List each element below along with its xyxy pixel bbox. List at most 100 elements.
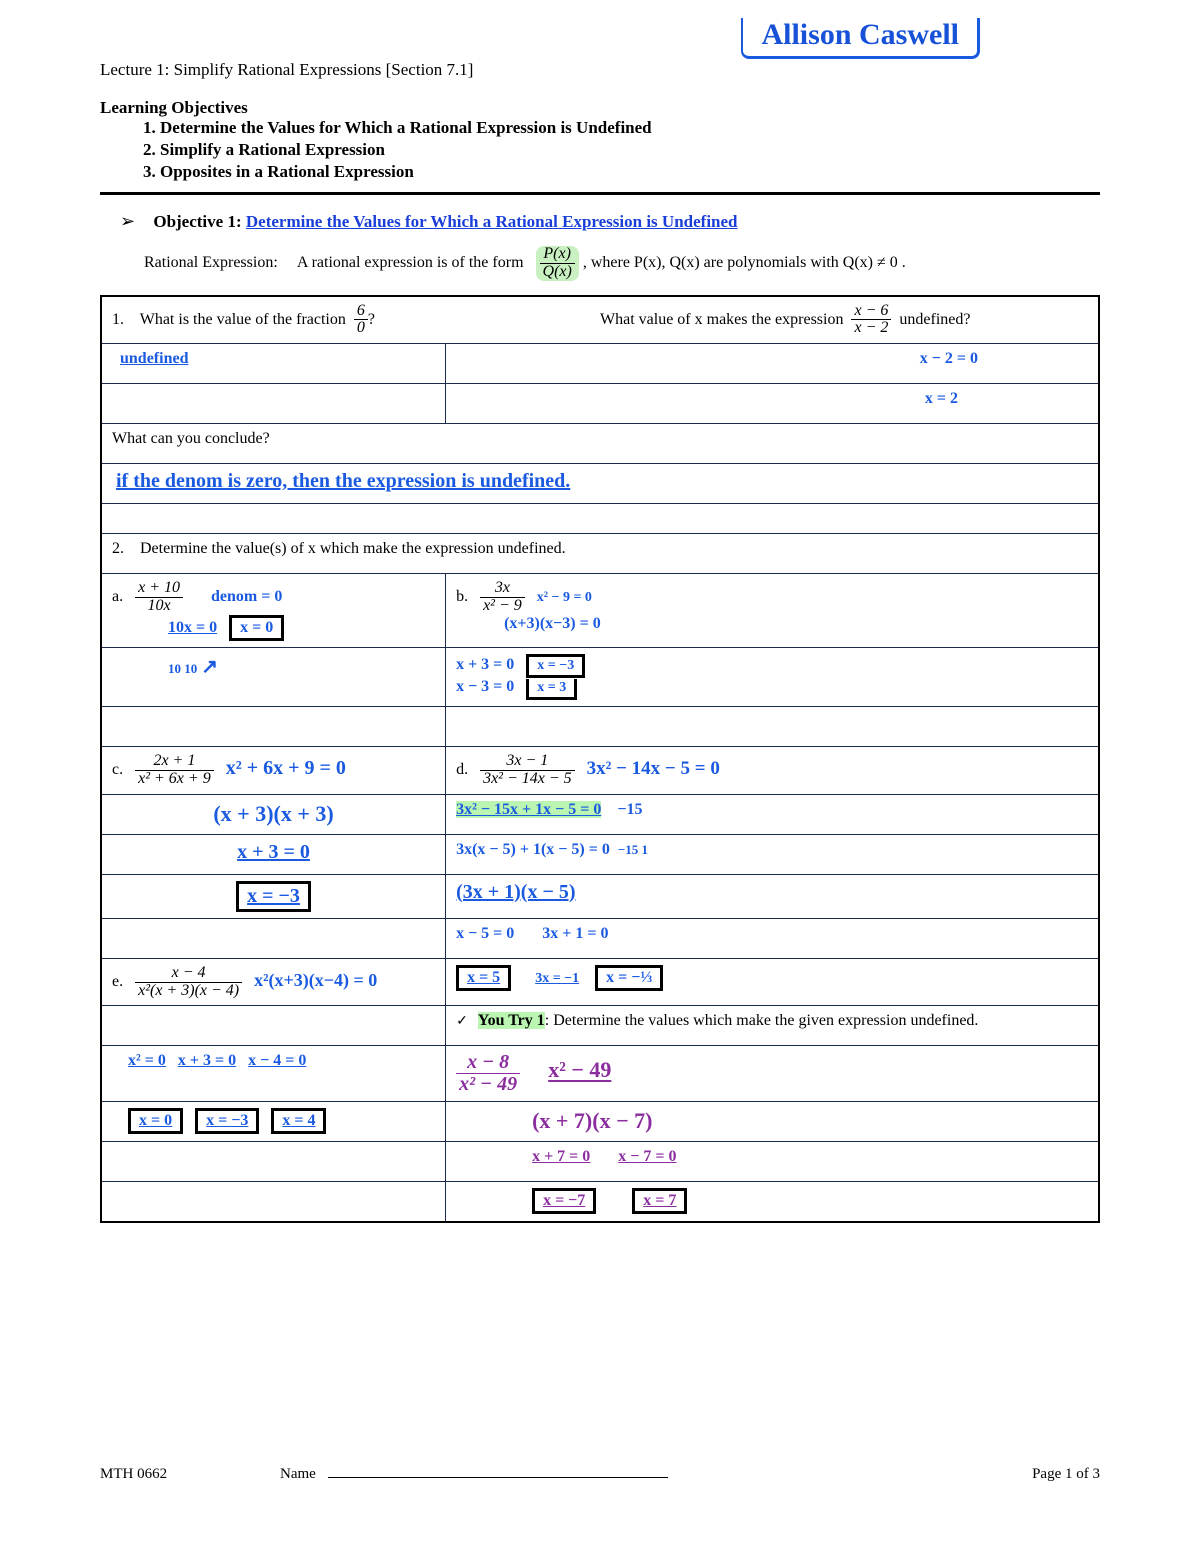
q2d-label: d. bbox=[456, 761, 468, 778]
q2-text: Determine the value(s) of x which make t… bbox=[140, 540, 566, 557]
q1-frac-b: x − 6 x − 2 bbox=[851, 303, 891, 338]
def-text-1: A rational expression is of the form bbox=[297, 254, 524, 271]
q2b-label: b. bbox=[456, 588, 468, 605]
lo-item-1: Determine the Values for Which a Rationa… bbox=[160, 118, 1100, 138]
q2d-grp: 3x(x − 5) + 1(x − 5) = 0 bbox=[456, 841, 610, 858]
q2a-num: x + 10 bbox=[135, 580, 183, 598]
def-fraction: P(x) Q(x) bbox=[536, 246, 579, 281]
try-num: x − 8 bbox=[456, 1052, 520, 1074]
q2a-label: a. bbox=[112, 588, 123, 605]
q1-num-b: x − 6 bbox=[851, 303, 891, 321]
def-frac-den: Q(x) bbox=[540, 264, 575, 281]
q2a-work2: 10 10 bbox=[168, 661, 197, 676]
q1-ans-b2: x = 2 bbox=[925, 390, 958, 407]
q2e-ans1: x = 0 bbox=[128, 1108, 183, 1134]
q2c-eq2: x + 3 = 0 bbox=[237, 841, 310, 863]
learning-objectives-heading: Learning Objectives bbox=[100, 98, 1100, 118]
footer-name-line bbox=[328, 1477, 668, 1478]
q2a-cell: a. x + 10 10x denom = 0 10x = 0 x = 0 bbox=[101, 574, 446, 648]
q1-blank-cell bbox=[101, 384, 446, 424]
q2c-eq: x² + 6x + 9 = 0 bbox=[226, 757, 346, 779]
q1-text-b: What value of x makes the expression bbox=[600, 311, 843, 328]
spacer-5 bbox=[101, 1142, 446, 1182]
q2-header-cell: 2. Determine the value(s) of x which mak… bbox=[101, 534, 1099, 574]
q2b-cell: b. 3x x² − 9 x² − 9 = 0 (x+3)(x−3) = 0 bbox=[446, 574, 1099, 648]
conclude-ans-cell: if the denom is zero, then the expressio… bbox=[101, 464, 1099, 504]
q2e-eq2: x + 3 = 0 bbox=[178, 1052, 236, 1069]
try-den: x² − 49 bbox=[456, 1074, 520, 1095]
q1-frac-a: 6 0 bbox=[354, 303, 368, 338]
q2a-den: 10x bbox=[135, 598, 183, 615]
footer-course: MTH 0662 bbox=[100, 1466, 280, 1483]
q1-den-b: x − 2 bbox=[851, 320, 891, 337]
q1-ans-a: undefined bbox=[120, 350, 188, 367]
q2b-note: x² − 9 = 0 bbox=[537, 590, 592, 605]
q1-den-a: 0 bbox=[354, 320, 368, 337]
q2c-ans-cell: x = −3 bbox=[101, 874, 446, 918]
lo-item-3: Opposites in a Rational Expression bbox=[160, 162, 1100, 182]
footer: MTH 0662 Name Page 1 of 3 bbox=[100, 1466, 1100, 1483]
q1-cell: 1. What is the value of the fraction 6 0… bbox=[101, 296, 1099, 344]
try-ans-cell: x = −7 x = 7 bbox=[446, 1182, 1099, 1222]
q2b-ans1: x = −3 bbox=[526, 654, 585, 678]
q2b-factor: (x+3)(x−3) = 0 bbox=[504, 615, 601, 632]
q2a-note: denom = 0 bbox=[211, 588, 282, 605]
q2d-side2: −15 1 bbox=[618, 842, 648, 857]
try-ans1: x = −7 bbox=[532, 1188, 596, 1214]
q2b-eq2: x − 3 = 0 bbox=[456, 678, 514, 695]
q2d-ans2: x = −⅓ bbox=[595, 965, 663, 991]
q2a-frac: x + 10 10x bbox=[135, 580, 183, 615]
student-name: Allison Caswell bbox=[741, 18, 980, 59]
conclude-q: What can you conclude? bbox=[112, 430, 270, 447]
try-factor-cell: (x + 7)(x − 7) bbox=[446, 1102, 1099, 1142]
spacer-3 bbox=[101, 918, 446, 958]
q2b-frac: 3x x² − 9 bbox=[480, 580, 525, 615]
arrow-icon: ➢ bbox=[120, 211, 135, 231]
try-frac: x − 8 x² − 49 bbox=[456, 1052, 520, 1095]
q2e-label: e. bbox=[112, 973, 123, 990]
check-icon: ✓ bbox=[456, 1014, 468, 1029]
q2e-eq: x²(x+3)(x−4) = 0 bbox=[254, 970, 377, 990]
q2d-ans1: x = 5 bbox=[456, 965, 511, 991]
q2e-cell: e. x − 4 x²(x + 3)(x − 4) x²(x+3)(x−4) =… bbox=[101, 958, 446, 1006]
spacer-2 bbox=[101, 706, 446, 746]
q2d-factor: (3x + 1)(x − 5) bbox=[456, 881, 575, 903]
try-eq2: x − 7 = 0 bbox=[618, 1148, 676, 1165]
q2e-num: x − 4 bbox=[135, 965, 242, 983]
spacer-4 bbox=[101, 1006, 446, 1046]
q2e-eqs-cell: x² = 0 x + 3 = 0 x − 4 = 0 bbox=[101, 1046, 446, 1102]
try-ans2: x = 7 bbox=[632, 1188, 687, 1214]
objective-1-row: ➢ Objective 1: Determine the Values for … bbox=[120, 211, 1100, 232]
q2e-ans3: x = 4 bbox=[271, 1108, 326, 1134]
q2a-arrow: ↗ bbox=[201, 656, 218, 678]
q2d-factor-cell: (3x + 1)(x − 5) bbox=[446, 874, 1099, 918]
spacer-6 bbox=[101, 1182, 446, 1222]
q2b-den: x² − 9 bbox=[480, 598, 525, 615]
q1-ans-a-cell: undefined bbox=[101, 344, 446, 384]
q2-label: 2. bbox=[112, 540, 124, 557]
q2c-frac: 2x + 1 x² + 6x + 9 bbox=[135, 753, 214, 788]
spacer-row bbox=[101, 504, 1099, 534]
q1-text-a: What is the value of the fraction bbox=[140, 311, 346, 328]
q2d-grp-cell: 3x(x − 5) + 1(x − 5) = 0 −15 1 bbox=[446, 834, 1099, 874]
footer-name-label: Name bbox=[280, 1466, 316, 1482]
q1-ans-b2-cell: x = 2 bbox=[446, 384, 1099, 424]
objective-1-link[interactable]: Determine the Values for Which a Rationa… bbox=[246, 212, 738, 231]
q2c-num: 2x + 1 bbox=[135, 753, 214, 771]
q2d-eq1: x − 5 = 0 bbox=[456, 925, 514, 942]
worksheet-table: 1. What is the value of the fraction 6 0… bbox=[100, 295, 1100, 1223]
q2b-eq1: x + 3 = 0 bbox=[456, 656, 514, 673]
q2d-mid: 3x = −1 bbox=[535, 971, 579, 986]
rational-expression-definition: Rational Expression: A rational expressi… bbox=[144, 246, 1100, 281]
try-eq1: x + 7 = 0 bbox=[532, 1148, 590, 1165]
you-try-label: You Try 1 bbox=[478, 1012, 545, 1029]
q2e-ans-cell: x = 0 x = −3 x = 4 bbox=[101, 1102, 446, 1142]
q2e-den: x²(x + 3)(x − 4) bbox=[135, 983, 242, 1000]
q2d-cell: d. 3x − 1 3x² − 14x − 5 3x² − 14x − 5 = … bbox=[446, 746, 1099, 794]
divider bbox=[100, 192, 1100, 195]
q2d-den: 3x² − 14x − 5 bbox=[480, 771, 575, 788]
q1-qmark: ? bbox=[368, 311, 375, 328]
learning-objectives-list: Determine the Values for Which a Rationa… bbox=[160, 118, 1100, 182]
q2d-num: 3x − 1 bbox=[480, 753, 575, 771]
you-try-cell: ✓ You Try 1: Determine the values which … bbox=[446, 1006, 1099, 1046]
